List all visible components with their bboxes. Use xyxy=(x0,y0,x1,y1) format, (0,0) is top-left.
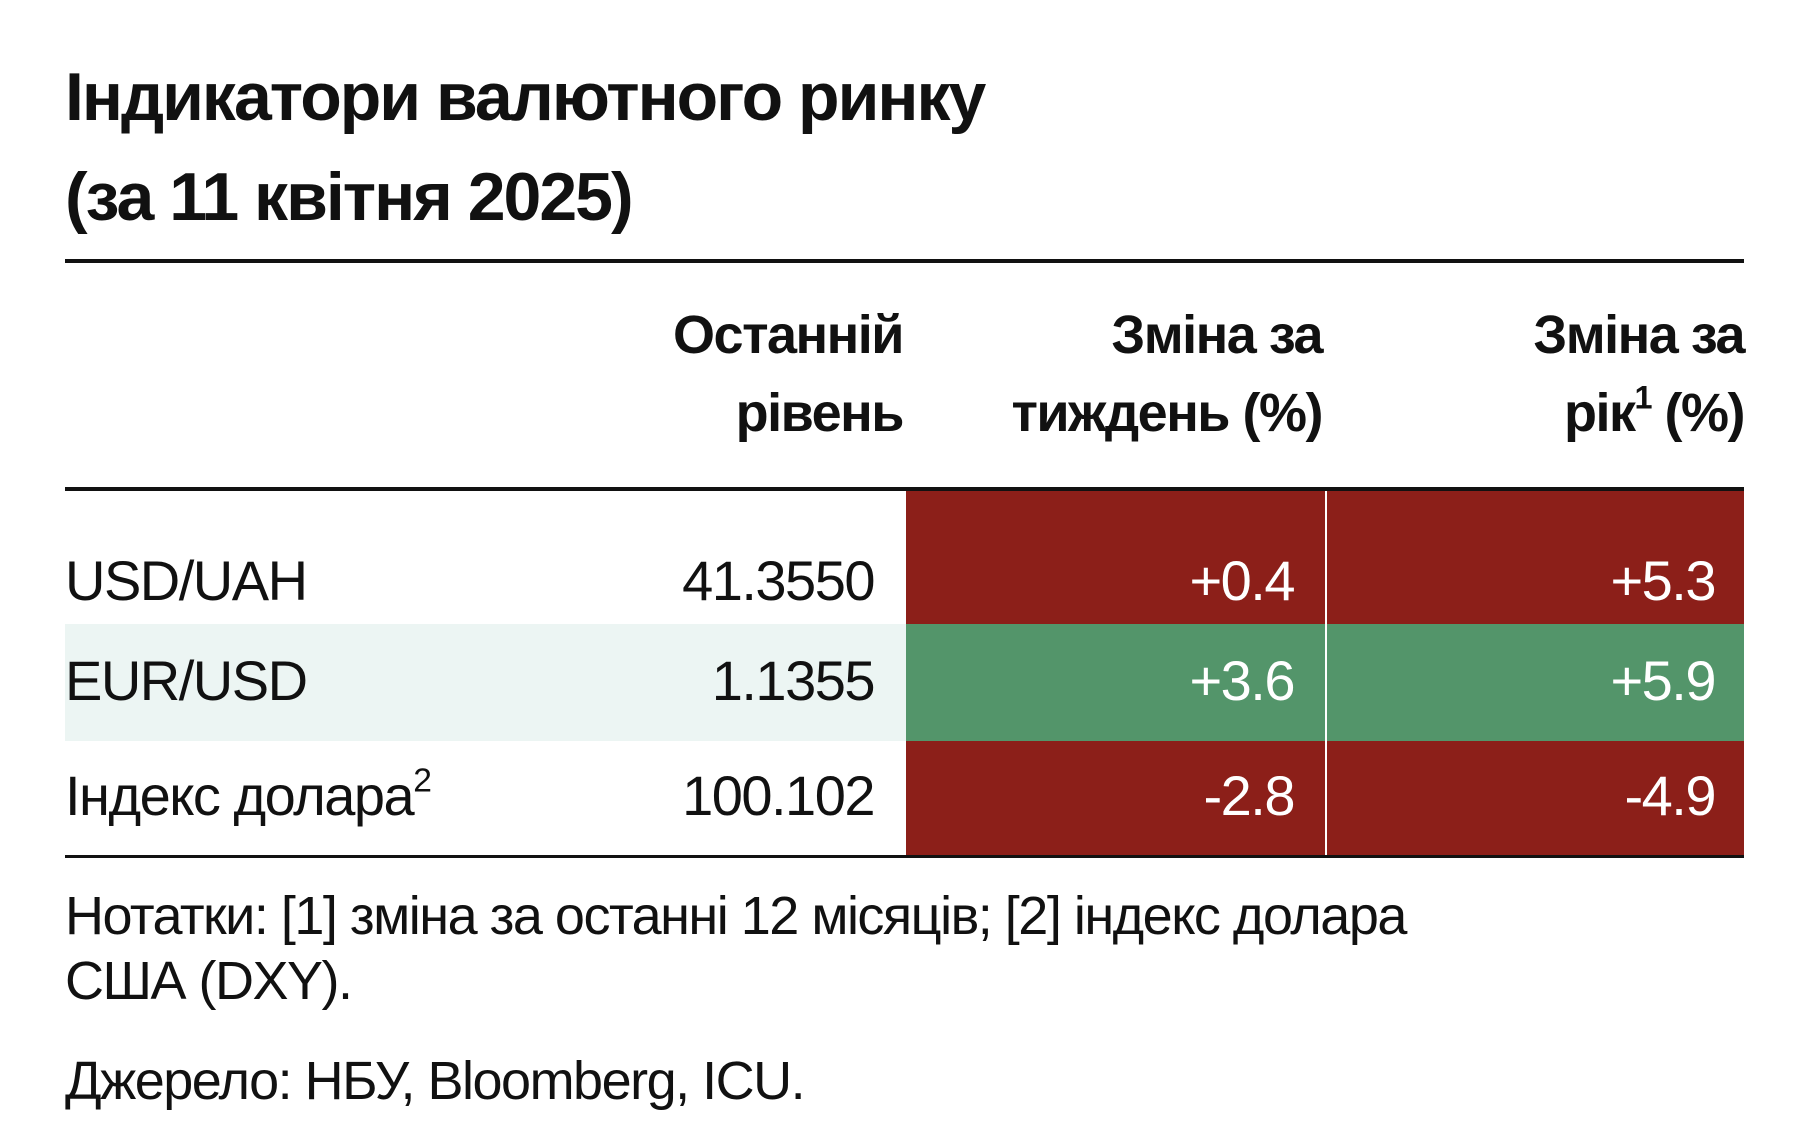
cell-fill xyxy=(906,491,1325,624)
header-line: Зміна за xyxy=(1533,305,1745,365)
cell-value: -2.8 xyxy=(1203,764,1296,827)
header-line: рівень xyxy=(735,383,905,443)
cell-value: 1.1355 xyxy=(711,649,876,712)
row-label: EUR/USD xyxy=(65,649,308,712)
rule xyxy=(65,487,1744,491)
header: Зміна за рік1 (%) xyxy=(1533,296,1746,452)
header-text: рік xyxy=(1563,383,1636,443)
rule xyxy=(65,259,1744,263)
header: Зміна за тиждень (%) xyxy=(1011,296,1323,452)
cell-fill xyxy=(1327,624,1744,741)
cell-value: +3.6 xyxy=(1189,649,1295,712)
title-line: (за 11 квітня 2025) xyxy=(65,159,634,235)
row-background xyxy=(65,624,906,741)
cell-value: +0.4 xyxy=(1189,549,1295,612)
cell-value: 41.3550 xyxy=(682,549,875,612)
superscript: 2 xyxy=(413,762,432,800)
row-label: USD/UAH xyxy=(65,549,308,612)
header: Останній рівень xyxy=(673,296,905,452)
cell-fill xyxy=(1327,491,1744,624)
cell-value: 100.102 xyxy=(682,764,875,827)
cell-value: -4.9 xyxy=(1624,764,1717,827)
note-line: США (DXY). xyxy=(65,951,353,1011)
cell-fill xyxy=(906,741,1325,856)
source: Джерело: НБУ, Bloomberg, ICU. xyxy=(65,1051,806,1111)
rule xyxy=(65,855,1744,858)
note-line: Нотатки: [1] зміна за останні 12 місяців… xyxy=(65,886,1407,946)
header-line: Зміна за xyxy=(1111,305,1323,365)
row-label-text: Індекс долара xyxy=(65,764,415,827)
cell-value: +5.3 xyxy=(1610,549,1716,612)
header-text: (%) xyxy=(1664,383,1746,443)
cell-fill xyxy=(906,624,1325,741)
title-line: Індикатори валютного ринку xyxy=(65,59,986,135)
cell-value: +5.9 xyxy=(1610,649,1716,712)
header-line: рік1 (%) xyxy=(1533,374,1746,452)
cell-fill xyxy=(1327,741,1744,856)
header-line: тиждень (%) xyxy=(1011,383,1323,443)
header-line: Останній xyxy=(673,305,904,365)
superscript: 1 xyxy=(1634,379,1652,416)
row-label: Індекс долара2 xyxy=(65,762,432,828)
